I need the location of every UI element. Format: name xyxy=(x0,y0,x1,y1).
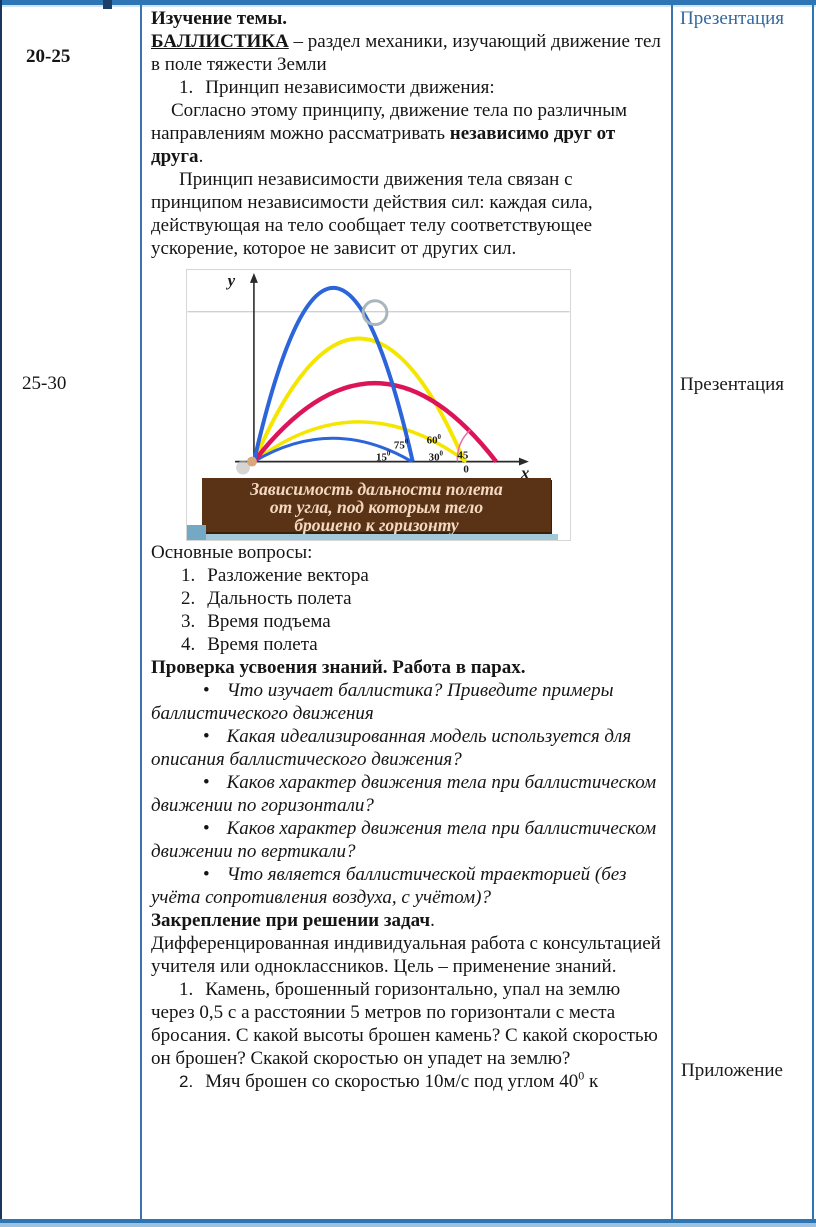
x-axis-arrow xyxy=(518,457,529,466)
y-axis-arrow xyxy=(249,272,258,283)
check-bullet-item: • Какая идеализированная модель используе… xyxy=(151,725,663,771)
angle-label-15: 150 xyxy=(376,450,391,464)
check-bullet-text: Каков характер движения тела при баллист… xyxy=(151,772,657,816)
bullet-icon: • xyxy=(203,864,210,885)
angle-label-60: 600 xyxy=(427,433,442,447)
table-border-bottom-light xyxy=(0,1223,816,1227)
column-divider-left xyxy=(140,5,142,1219)
check-bullet-item: • Каков характер движения тела при баллис… xyxy=(151,771,663,817)
figure-caption-line1: Зависимость дальности полета xyxy=(250,479,503,499)
angle-label-75: 750 xyxy=(394,438,409,452)
resource-label-presentation-2: Презентация xyxy=(680,374,785,395)
question-text: Время подъема xyxy=(207,611,331,632)
trajectory-75-line xyxy=(251,286,415,463)
time-range-20-25: 20-25 xyxy=(26,46,71,67)
check-bullet-item: • Каков характер движения тела при баллис… xyxy=(151,817,663,863)
problem-number: 2. xyxy=(179,1072,194,1091)
table-border-left xyxy=(0,0,2,1227)
principle-item-number: 1. xyxy=(179,77,194,98)
consolidation-title-period: . xyxy=(430,910,435,931)
table-border-top-light xyxy=(0,5,816,7)
consolidation-title-bold: Закрепление при решении задач xyxy=(151,910,431,931)
trajectory-45-line xyxy=(252,381,498,463)
degree-superscript: 0 xyxy=(578,1068,585,1083)
table-border-stub xyxy=(103,0,112,9)
ring-marker xyxy=(361,299,389,327)
question-number: 4. xyxy=(181,634,196,655)
figure-caption-line3: брошено к горизонту xyxy=(294,515,459,535)
figure-caption: Зависимость дальности полета от угла, по… xyxy=(202,478,551,535)
problem-item-1: 1. Камень, брошенный горизонтально, упал … xyxy=(151,978,663,1070)
problem-number: 1. xyxy=(179,979,194,1000)
independence-text-bold: независимо друг от друга xyxy=(151,123,616,167)
check-bullet-item: • Что изучает баллистика? Приведите приме… xyxy=(151,679,663,725)
table-border-bottom xyxy=(0,1219,816,1223)
check-bullet-item: • Что является баллистической траекторией… xyxy=(151,863,663,909)
angle-label-30: 300 xyxy=(429,450,444,464)
principle-item-text: Принцип независимости движения: xyxy=(205,77,495,98)
question-item: 3. Время подъема xyxy=(151,610,663,633)
bullet-icon: • xyxy=(203,726,210,747)
ballistics-term-definition: – раздел механики, изучающий движение те… xyxy=(151,31,661,75)
check-bullet-text: Что является баллистической траекторией … xyxy=(151,864,627,908)
time-range-25-30: 25-30 xyxy=(22,373,67,394)
y-axis-label: y xyxy=(226,271,236,290)
check-bullet-text: Какая идеализированная модель использует… xyxy=(151,726,632,770)
question-text: Дальность полета xyxy=(207,588,352,609)
question-text: Время полета xyxy=(207,634,318,655)
consolidation-title: Закрепление при решении задач. xyxy=(151,909,663,932)
trajectory-chart: y x 150 750 300 600 45 0 xyxy=(187,271,570,482)
angle-label-45-deg: 0 xyxy=(463,464,469,476)
problem-item-2: 2. Мяч брошен со скоростью 10м/с под угло… xyxy=(151,1070,663,1093)
ballistics-term: БАЛЛИСТИКА xyxy=(151,31,289,52)
column-divider-right xyxy=(671,5,673,1219)
section-title-study: Изучение темы. xyxy=(151,8,288,29)
question-number: 3. xyxy=(181,611,196,632)
angle-arc-45 xyxy=(456,429,471,462)
question-item: 1. Разложение вектора xyxy=(151,564,663,587)
launch-point xyxy=(246,456,257,467)
angle-label-45: 45 xyxy=(457,450,468,462)
problem-text: Камень, брошенный горизонтально, упал на… xyxy=(151,979,658,1069)
problem-text-post: к xyxy=(584,1071,599,1092)
independence-text-pre: Согласно этому принципу, движение тела п… xyxy=(151,100,628,144)
main-content-column: Изучение темы. БАЛЛИСТИКА – раздел механ… xyxy=(151,0,663,1093)
trajectory-figure: y x 150 750 300 600 45 0 Зависимость дал… xyxy=(186,269,571,541)
independence-text-post: . xyxy=(198,146,204,167)
independence-paragraph: Согласно этому принципу, движение тела п… xyxy=(151,99,663,168)
ballistics-definition: БАЛЛИСТИКА – раздел механики, изучающий … xyxy=(151,30,663,76)
consolidation-description: Дифференцированная индивидуальная работа… xyxy=(151,933,661,977)
trajectory-15-line xyxy=(253,436,413,463)
bullet-icon: • xyxy=(203,818,210,839)
problem-text-pre: Мяч брошен со скоростью 10м/с под углом … xyxy=(205,1071,579,1092)
forces-paragraph: Принцип независимости движения тела связ… xyxy=(151,169,593,259)
check-title: Проверка усвоения знаний. Работа в парах… xyxy=(151,657,526,678)
slide-corner-square xyxy=(187,525,206,540)
questions-title: Основные вопросы: xyxy=(151,542,313,563)
resource-label-appendix: Приложение xyxy=(681,1060,783,1081)
bullet-icon: • xyxy=(203,772,210,793)
trajectory-30-line xyxy=(252,420,468,463)
table-border-right xyxy=(812,0,814,1227)
principle-item: 1. Принцип независимости движения: xyxy=(151,76,663,99)
table-border-top xyxy=(0,0,816,5)
check-bullet-text: Каков характер движения тела при баллист… xyxy=(151,818,657,862)
slide-bottom-strip xyxy=(202,534,558,540)
resource-label-presentation-1: Презентация xyxy=(680,8,785,29)
launch-point-shadow xyxy=(236,460,250,475)
question-item: 4. Время полета xyxy=(151,633,663,656)
bullet-icon: • xyxy=(203,680,210,701)
question-item: 2. Дальность полета xyxy=(151,587,663,610)
question-text: Разложение вектора xyxy=(207,565,369,586)
question-number: 1. xyxy=(181,565,196,586)
check-bullet-text: Что изучает баллистика? Приведите пример… xyxy=(151,680,614,724)
figure-caption-line2: от угла, под которым тело xyxy=(269,497,484,517)
x-axis-label: x xyxy=(520,463,530,482)
question-number: 2. xyxy=(181,588,196,609)
